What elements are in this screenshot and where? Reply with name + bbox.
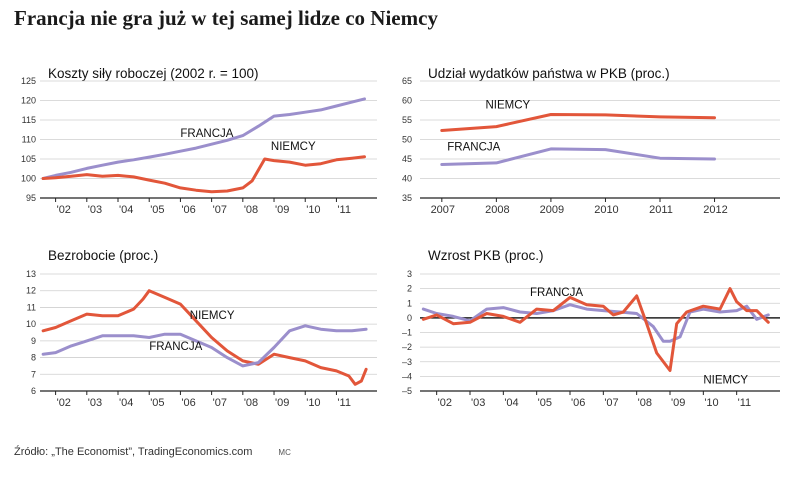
x-tick-label: '08 [638, 397, 652, 409]
y-tick-label: 9 [31, 336, 36, 346]
x-tick-label: '05 [150, 397, 164, 409]
series-label: FRANCJA [447, 141, 500, 153]
y-tick-label: 2 [407, 284, 412, 294]
x-tick-label: '04 [119, 204, 133, 216]
y-tick-label: 50 [402, 135, 412, 145]
x-tick-label: '07 [213, 397, 227, 409]
x-tick-label: 2011 [649, 204, 673, 216]
x-tick-label: '06 [181, 397, 195, 409]
y-tick-label: 125 [21, 76, 36, 86]
source-note: Źródło: „The Economist”, TradingEconomic… [14, 446, 291, 458]
y-tick-label: 35 [402, 193, 412, 203]
chart-panel-1: Koszty siły roboczej (2002 r. = 100) 95 10… [21, 66, 377, 216]
x-tick-label: '10 [704, 397, 718, 409]
series-line-niemcy [440, 113, 716, 132]
series-label: NIEMCY [190, 310, 235, 322]
x-tick-label: '02 [57, 204, 71, 216]
x-tick-label: '09 [671, 397, 685, 409]
x-tick-label: 2009 [540, 204, 564, 216]
x-tick-label: '03 [471, 397, 485, 409]
x-tick-label: '02 [57, 397, 71, 409]
x-tick-label: '10 [306, 204, 320, 216]
series-line-francja [41, 97, 366, 180]
y-tick-label: 100 [21, 174, 36, 184]
chart-title: Udział wydatków państwa w PKB (proc.) [428, 66, 670, 81]
y-tick-label: –1 [402, 328, 412, 338]
y-tick-label: 8 [31, 353, 36, 363]
chart-title: Bezrobocie (proc.) [48, 248, 158, 263]
y-tick-label: 60 [402, 96, 412, 106]
y-tick-label: 0 [407, 313, 412, 323]
y-tick-label: 110 [22, 135, 36, 145]
series-line-francja [421, 303, 770, 343]
y-tick-label: 95 [26, 193, 36, 203]
x-tick-label: '08 [244, 397, 258, 409]
x-tick-label: '04 [504, 397, 518, 409]
x-tick-label: '07 [213, 204, 227, 216]
series-label: FRANCJA [180, 128, 233, 140]
x-tick-label: '06 [181, 204, 195, 216]
x-tick-label: '07 [604, 397, 618, 409]
chart-panel-3: Bezrobocie (proc.) 6 7 8 9 10 11 12 13 '02 '03 '04 '… [26, 248, 377, 409]
x-tick-label: '11 [337, 397, 351, 409]
credit-text: MC [278, 448, 291, 457]
x-tick-label: '09 [275, 397, 289, 409]
y-tick-label: –3 [402, 357, 412, 367]
y-tick-label: 3 [407, 269, 412, 279]
y-tick-label: 115 [22, 115, 36, 125]
series-label: NIEMCY [485, 99, 530, 111]
x-tick-label: '09 [275, 204, 289, 216]
chart-panel-2: Udział wydatków państwa w PKB (proc.) 35 4… [402, 66, 780, 216]
y-tick-label: 1 [407, 298, 412, 308]
series-label: FRANCJA [149, 341, 202, 353]
series-label: NIEMCY [703, 375, 748, 387]
x-tick-label: '04 [119, 397, 133, 409]
x-tick-label: 2007 [431, 204, 455, 216]
y-tick-label: 6 [31, 386, 36, 396]
y-tick-label: 65 [402, 76, 412, 86]
x-tick-label: '10 [306, 397, 320, 409]
series-label: NIEMCY [271, 141, 316, 153]
page-title: Francja nie gra już w tej samej lidze co… [14, 6, 438, 30]
y-tick-label: 12 [26, 286, 36, 296]
y-tick-label: 105 [21, 154, 36, 164]
y-tick-label: –4 [402, 371, 412, 381]
chart-panel-4: Wzrost PKB (proc.) –5 –4 –3 –2 –1 0 1 2 3 '02 '03 '0… [402, 248, 780, 409]
x-tick-label: '02 [438, 397, 452, 409]
x-tick-label: '03 [88, 397, 102, 409]
series-line-francja [41, 324, 368, 368]
y-tick-label: 11 [27, 302, 36, 312]
y-tick-label: 120 [21, 96, 36, 106]
series-line-francja [440, 147, 716, 166]
source-text: Źródło: „The Economist”, TradingEconomic… [14, 446, 253, 458]
chart-title: Wzrost PKB (proc.) [428, 248, 544, 263]
x-tick-label: 2010 [594, 204, 618, 216]
y-tick-label: 7 [31, 369, 36, 379]
y-tick-label: 10 [26, 319, 36, 329]
y-tick-label: 55 [402, 115, 412, 125]
y-tick-label: 13 [26, 269, 36, 279]
x-tick-label: 2012 [703, 204, 727, 216]
series-label: FRANCJA [530, 287, 583, 299]
series-line-niemcy [41, 289, 368, 386]
x-tick-label: '05 [538, 397, 552, 409]
x-tick-label: '05 [150, 204, 164, 216]
series-line-niemcy [41, 155, 366, 194]
x-tick-label: '08 [244, 204, 258, 216]
y-tick-label: 45 [402, 154, 412, 164]
chart-title: Koszty siły roboczej (2002 r. = 100) [48, 66, 258, 81]
x-tick-label: '11 [337, 204, 351, 216]
x-tick-label: '11 [738, 397, 752, 409]
x-tick-label: '06 [571, 397, 585, 409]
x-tick-label: 2008 [485, 204, 509, 216]
y-tick-label: 40 [402, 174, 412, 184]
x-tick-label: '03 [88, 204, 102, 216]
series-line-niemcy [421, 287, 770, 372]
y-tick-label: –2 [402, 342, 412, 352]
y-tick-label: –5 [402, 386, 412, 396]
